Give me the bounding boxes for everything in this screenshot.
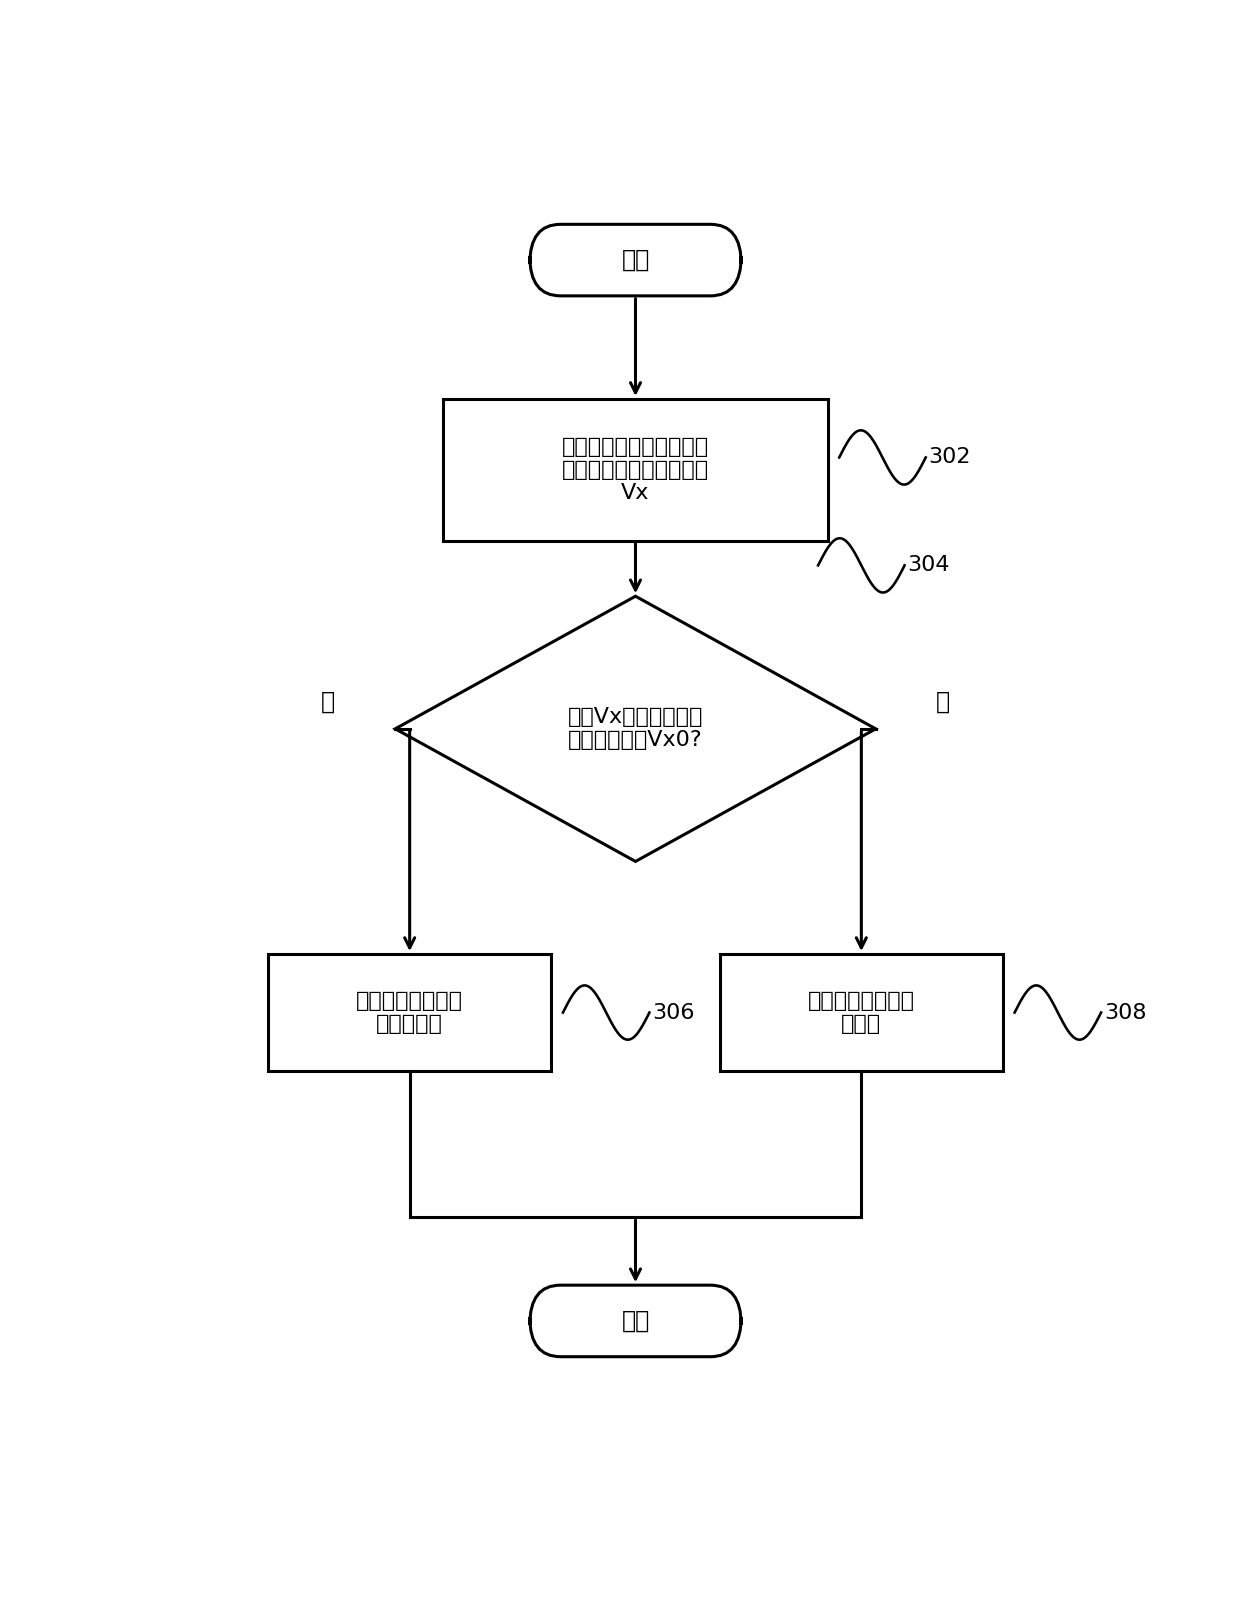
Text: 否: 否 (936, 690, 950, 714)
Text: 调整风机转速和送
风方式: 调整风机转速和送 风方式 (807, 992, 915, 1035)
FancyBboxPatch shape (529, 1285, 742, 1357)
Bar (268, 953, 552, 1072)
FancyBboxPatch shape (529, 224, 742, 296)
Text: 结束: 结束 (621, 1309, 650, 1333)
Text: 302: 302 (929, 447, 971, 468)
Bar (719, 953, 1003, 1072)
Bar (444, 399, 828, 541)
Text: 维持风机转速和送
风方式不变: 维持风机转速和送 风方式不变 (356, 992, 464, 1035)
Polygon shape (396, 596, 875, 862)
Text: 是: 是 (321, 690, 335, 714)
Text: 304: 304 (908, 556, 950, 575)
Text: 检测室内风机转速、送风
方式，计算当前平均风速
Vx: 检测室内风机转速、送风 方式，计算当前平均风速 Vx (562, 437, 709, 503)
Text: 306: 306 (652, 1003, 694, 1022)
Text: 308: 308 (1104, 1003, 1146, 1022)
Text: 判断Vx是否小于等于
预设平均风速Vx0?: 判断Vx是否小于等于 预设平均风速Vx0? (568, 706, 703, 750)
Text: 开始: 开始 (621, 248, 650, 272)
